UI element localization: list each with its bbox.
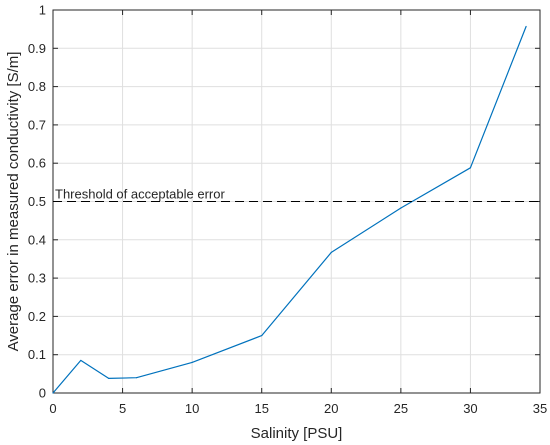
data-point (400, 207, 402, 209)
y-tick-label: 0.5 (28, 194, 46, 209)
y-tick-label: 0.1 (28, 347, 46, 362)
data-point (52, 392, 54, 394)
x-tick-label: 5 (119, 401, 126, 416)
y-tick-label: 0.7 (28, 117, 46, 132)
data-point (191, 361, 193, 363)
axes: 0 5 10 15 20 25 30 35 0 0.1 0.2 0.3 0.4 0.5 0.6 0.7 0.8 0… (28, 3, 547, 417)
x-tick-label: 35 (533, 401, 547, 416)
data-point (80, 359, 82, 362)
series-layer (52, 25, 527, 394)
x-tick-label: 10 (185, 401, 199, 416)
data-point (525, 25, 527, 28)
threshold-label: Threshold of acceptable error (55, 187, 225, 202)
x-tick-label: 20 (324, 401, 338, 416)
x-axis-title: Salinity [PSU] (251, 425, 343, 442)
y-tick-label: 0.9 (28, 41, 46, 56)
y-tick-label: 0.3 (28, 271, 46, 286)
data-point (330, 251, 332, 254)
y-tick-label: 0.2 (28, 309, 46, 324)
axis-labels: Salinity [PSU] Average error in measured… (5, 52, 342, 442)
data-point (469, 167, 472, 169)
x-tick-label: 25 (394, 401, 408, 416)
y-axis-title: Average error in measured conductivity [… (5, 52, 22, 352)
y-tick-label: 1 (39, 3, 46, 18)
y-tick-label: 0.4 (28, 232, 46, 247)
y-tick-label: 0.6 (28, 156, 46, 171)
x-tick-label: 0 (49, 401, 56, 416)
annotation-layer: Threshold of acceptable error (53, 187, 540, 203)
series-line (52, 26, 527, 394)
grid (53, 10, 540, 393)
data-point (108, 377, 110, 380)
x-tick-label: 30 (463, 401, 477, 416)
y-tick-label: 0 (39, 386, 46, 401)
data-point (135, 377, 138, 379)
y-tick-label: 0.8 (28, 79, 46, 94)
data-point (261, 334, 263, 337)
x-tick-label: 15 (254, 401, 268, 416)
